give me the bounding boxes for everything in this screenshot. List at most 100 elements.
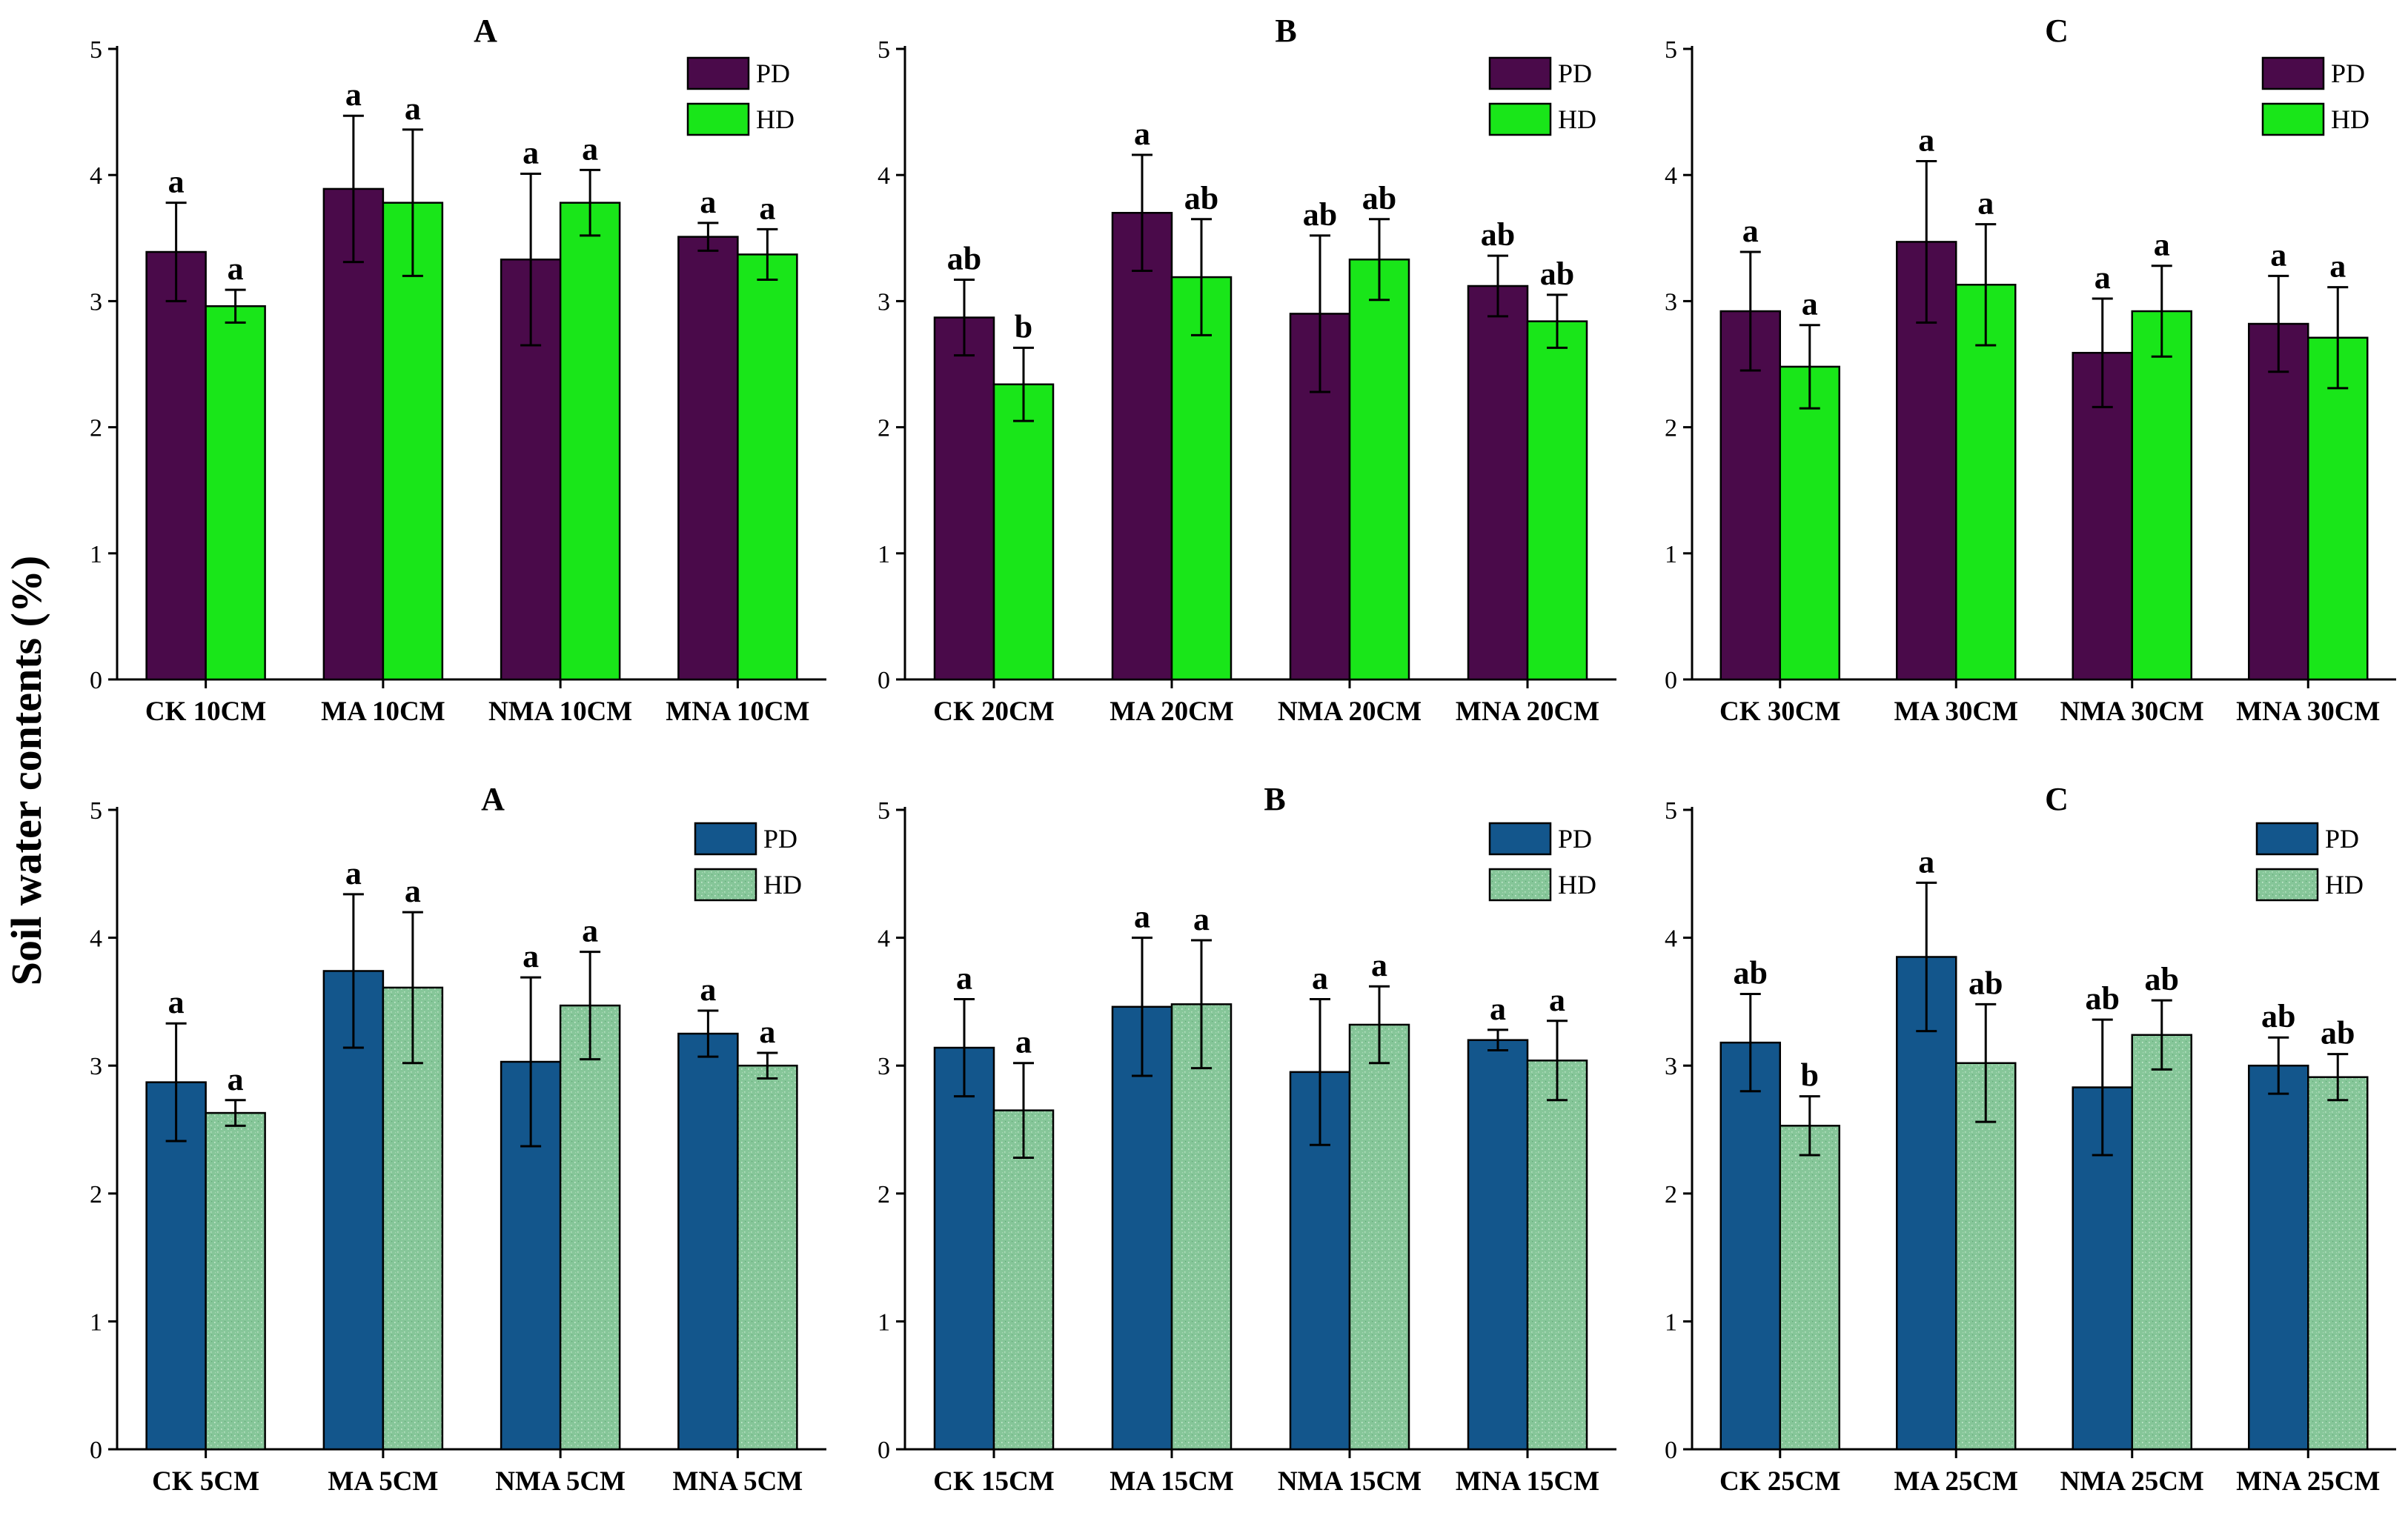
significance-letter: a	[956, 960, 972, 996]
legend-label: HD	[1558, 870, 1596, 900]
significance-letter: a	[168, 984, 185, 1020]
y-tick-label: 3	[878, 1053, 890, 1080]
y-tick-label: 1	[1665, 1309, 1677, 1336]
legend-label: PD	[2331, 59, 2365, 88]
x-tick-label: MA 25CM	[1894, 1466, 2019, 1497]
x-tick-label: MNA 25CM	[2236, 1466, 2380, 1497]
y-tick-label: 0	[90, 1437, 102, 1464]
y-tick-label: 5	[90, 797, 102, 825]
chart-panel-4: 0 1 2 3 4 5 A CK 5CM a a MA 5CM a a NMA 5CM a a MNA 5CM a…	[90, 781, 826, 1497]
y-tick-label: 3	[1665, 1053, 1677, 1080]
x-tick-label: MA 30CM	[1894, 696, 2019, 727]
y-tick-label: 4	[878, 162, 890, 190]
significance-letter: a	[523, 134, 539, 170]
bar-hd	[1526, 1060, 1588, 1451]
significance-letter: ab	[1184, 180, 1218, 216]
significance-letter: a	[1193, 901, 1210, 937]
x-tick-label: CK 25CM	[1719, 1466, 1840, 1497]
significance-letter: a	[759, 190, 775, 226]
y-tick-label: 0	[90, 667, 102, 694]
legend-label: HD	[756, 104, 795, 134]
legend-label: HD	[2331, 104, 2369, 134]
significance-letter: ab	[2321, 1015, 2355, 1051]
bar-hd	[1348, 258, 1410, 681]
significance-letter: ab	[947, 240, 981, 276]
significance-letter: ab	[1540, 256, 1574, 292]
bar-pd	[933, 316, 995, 681]
bar-hd	[1779, 365, 1840, 681]
significance-letter: a	[228, 1061, 244, 1097]
significance-letter: ab	[1303, 196, 1337, 233]
y-tick-label: 4	[90, 925, 102, 953]
significance-letter: b	[1801, 1057, 1819, 1094]
chart-panels: 0 1 2 3 4 5 A CK 10CM a a MA 10CM a a NMA 10CM a a MNA 1…	[90, 13, 2396, 1497]
legend-swatch-pd	[2255, 822, 2319, 856]
bar-pd	[145, 250, 207, 681]
bar-pd	[2248, 322, 2309, 681]
significance-letter: a	[345, 76, 362, 113]
bar-hd	[1779, 1125, 1840, 1451]
legend-swatch-pd	[686, 56, 750, 90]
significance-letter: a	[345, 855, 362, 891]
bar-pd	[2248, 1064, 2309, 1451]
significance-letter: a	[700, 184, 716, 220]
significance-letter: a	[2154, 227, 2170, 263]
significance-letter: a	[1918, 122, 1934, 158]
significance-letter: a	[1977, 185, 1994, 222]
x-tick-label: CK 5CM	[152, 1466, 259, 1497]
bar-pd	[1111, 212, 1173, 681]
panel-title: B	[1264, 781, 1285, 817]
legend-swatch-pd	[2261, 56, 2325, 90]
legend-swatch-pd	[1488, 56, 1552, 90]
significance-letter: a	[1371, 947, 1387, 983]
bar-hd	[992, 1109, 1055, 1451]
y-axis-title: Soil water contents (%)	[2, 556, 50, 985]
significance-letter: a	[405, 90, 421, 127]
y-tick-label: 2	[1665, 1181, 1677, 1208]
significance-letter: ab	[2086, 980, 2120, 1017]
panel-title: C	[2045, 13, 2069, 49]
significance-letter: a	[1802, 286, 1818, 322]
y-tick-label: 4	[90, 162, 102, 190]
y-tick-label: 5	[1665, 36, 1677, 64]
significance-letter: ab	[1481, 216, 1515, 253]
y-tick-label: 1	[90, 1309, 102, 1336]
x-tick-label: MA 15CM	[1110, 1466, 1234, 1497]
x-tick-label: NMA 15CM	[1278, 1466, 1422, 1497]
significance-letter: a	[1918, 843, 1934, 879]
x-tick-label: MNA 20CM	[1456, 696, 1599, 727]
x-tick-label: MA 5CM	[328, 1466, 438, 1497]
significance-letter: ab	[1734, 955, 1768, 991]
significance-letter: ab	[1362, 180, 1396, 216]
significance-letter: a	[168, 164, 185, 200]
bar-hd	[1348, 1023, 1410, 1451]
legend-swatch-hd	[1488, 102, 1552, 136]
y-tick-label: 2	[90, 415, 102, 442]
y-tick-label: 2	[1665, 415, 1677, 442]
bar-hd	[205, 305, 266, 681]
x-tick-label: CK 15CM	[933, 1466, 1054, 1497]
bar-hd	[737, 1064, 798, 1451]
chart-panel-5: 0 1 2 3 4 5 B CK 15CM a a MA 15CM a a NMA 15CM a a MNA 1…	[878, 781, 1616, 1497]
bar-hd	[2307, 1076, 2369, 1451]
y-tick-label: 0	[878, 1437, 890, 1464]
bar-hd	[559, 1004, 621, 1451]
x-tick-label: NMA 25CM	[2060, 1466, 2204, 1497]
chart-panel-1: 0 1 2 3 4 5 A CK 10CM a a MA 10CM a a NMA 10CM a a MNA 1…	[90, 13, 826, 727]
x-tick-label: NMA 30CM	[2060, 696, 2204, 727]
x-tick-label: MNA 10CM	[666, 696, 809, 727]
legend-swatch-pd	[694, 822, 757, 856]
y-tick-label: 0	[1665, 667, 1677, 694]
significance-letter: a	[405, 873, 421, 909]
significance-letter: a	[1742, 213, 1759, 249]
chart-panel-3: 0 1 2 3 4 5 C CK 30CM a a MA 30CM a a NMA 30CM a a MNA 3…	[1665, 13, 2396, 727]
x-tick-label: MA 10CM	[321, 696, 445, 727]
bar-pd	[1719, 1041, 1781, 1451]
bar-hd	[1170, 1003, 1233, 1451]
significance-letter: a	[700, 971, 716, 1008]
panel-title: A	[481, 781, 505, 817]
legend-label: PD	[1558, 824, 1592, 854]
bar-hd	[737, 253, 798, 681]
